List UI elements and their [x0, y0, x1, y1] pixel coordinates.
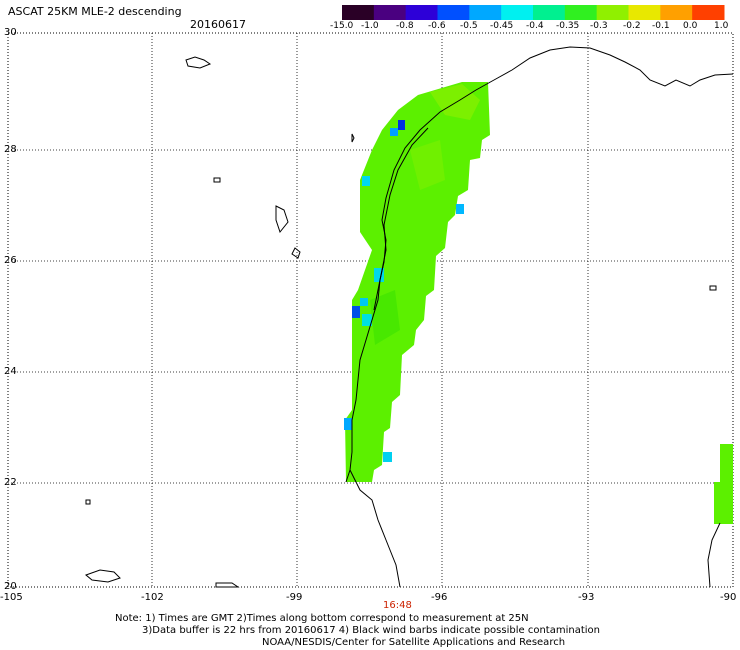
colorbar-label: -0.1 — [652, 21, 670, 31]
coastline — [85, 46, 734, 588]
colorbar-label: -0.2 — [623, 21, 641, 31]
lat-label: 30 — [4, 27, 17, 38]
colorbar-swatch — [660, 5, 693, 20]
pass-time-label: 16:48 — [383, 600, 412, 611]
colorbar-swatch — [628, 5, 661, 20]
colorbar-label: -0.3 — [590, 21, 608, 31]
footer-note-line1: Note: 1) Times are GMT 2)Times along bot… — [115, 613, 529, 624]
lat-label: 20 — [4, 581, 17, 592]
product-date: 20160617 — [190, 18, 246, 31]
wind-swath — [344, 82, 733, 524]
colorbar-label: 1.0 — [714, 21, 729, 31]
lon-label: -96 — [431, 592, 448, 603]
colorbar-label: -0.5 — [460, 21, 478, 31]
lon-label: -90 — [720, 592, 737, 603]
product-title: ASCAT 25KM MLE-2 descending — [8, 5, 182, 18]
colorbar-label: -1.0 — [361, 21, 379, 31]
lat-label: 26 — [4, 255, 17, 266]
lon-label: -93 — [578, 592, 595, 603]
colorbar-label: -0.4 — [526, 21, 544, 31]
footer-credit: NOAA/NESDIS/Center for Satellite Applica… — [262, 637, 566, 648]
colorbar-swatch — [373, 5, 407, 20]
lat-label: 22 — [4, 477, 17, 488]
lat-label: 28 — [4, 144, 17, 155]
map-frame — [7, 32, 734, 588]
colorbar-swatch — [437, 5, 470, 20]
graticule — [8, 33, 733, 587]
colorbar-label: -0.35 — [556, 21, 580, 31]
colorbar-label: -0.8 — [396, 21, 414, 31]
lon-label: -102 — [141, 592, 164, 603]
colorbar-swatch — [501, 5, 534, 20]
colorbar-swatch — [342, 5, 375, 20]
colorbar-swatch — [692, 5, 725, 20]
colorbar-label: -15.0 — [330, 21, 354, 31]
colorbar-swatch — [533, 5, 566, 20]
colorbar-label: -0.45 — [490, 21, 514, 31]
colorbar-swatch — [564, 5, 598, 20]
colorbar-label: -0.6 — [428, 21, 446, 31]
colorbar-swatch — [596, 5, 629, 20]
colorbar-swatches-svg — [342, 5, 725, 20]
colorbar-swatch — [405, 5, 438, 20]
colorbar-label: 0.0 — [683, 21, 698, 31]
lat-label: 24 — [4, 366, 17, 377]
footer-note-line2: 3)Data buffer is 22 hrs from 20160617 4)… — [142, 625, 600, 636]
colorbar-swatch — [469, 5, 502, 20]
lon-label: -105 — [0, 592, 23, 603]
lon-label: -99 — [286, 592, 303, 603]
